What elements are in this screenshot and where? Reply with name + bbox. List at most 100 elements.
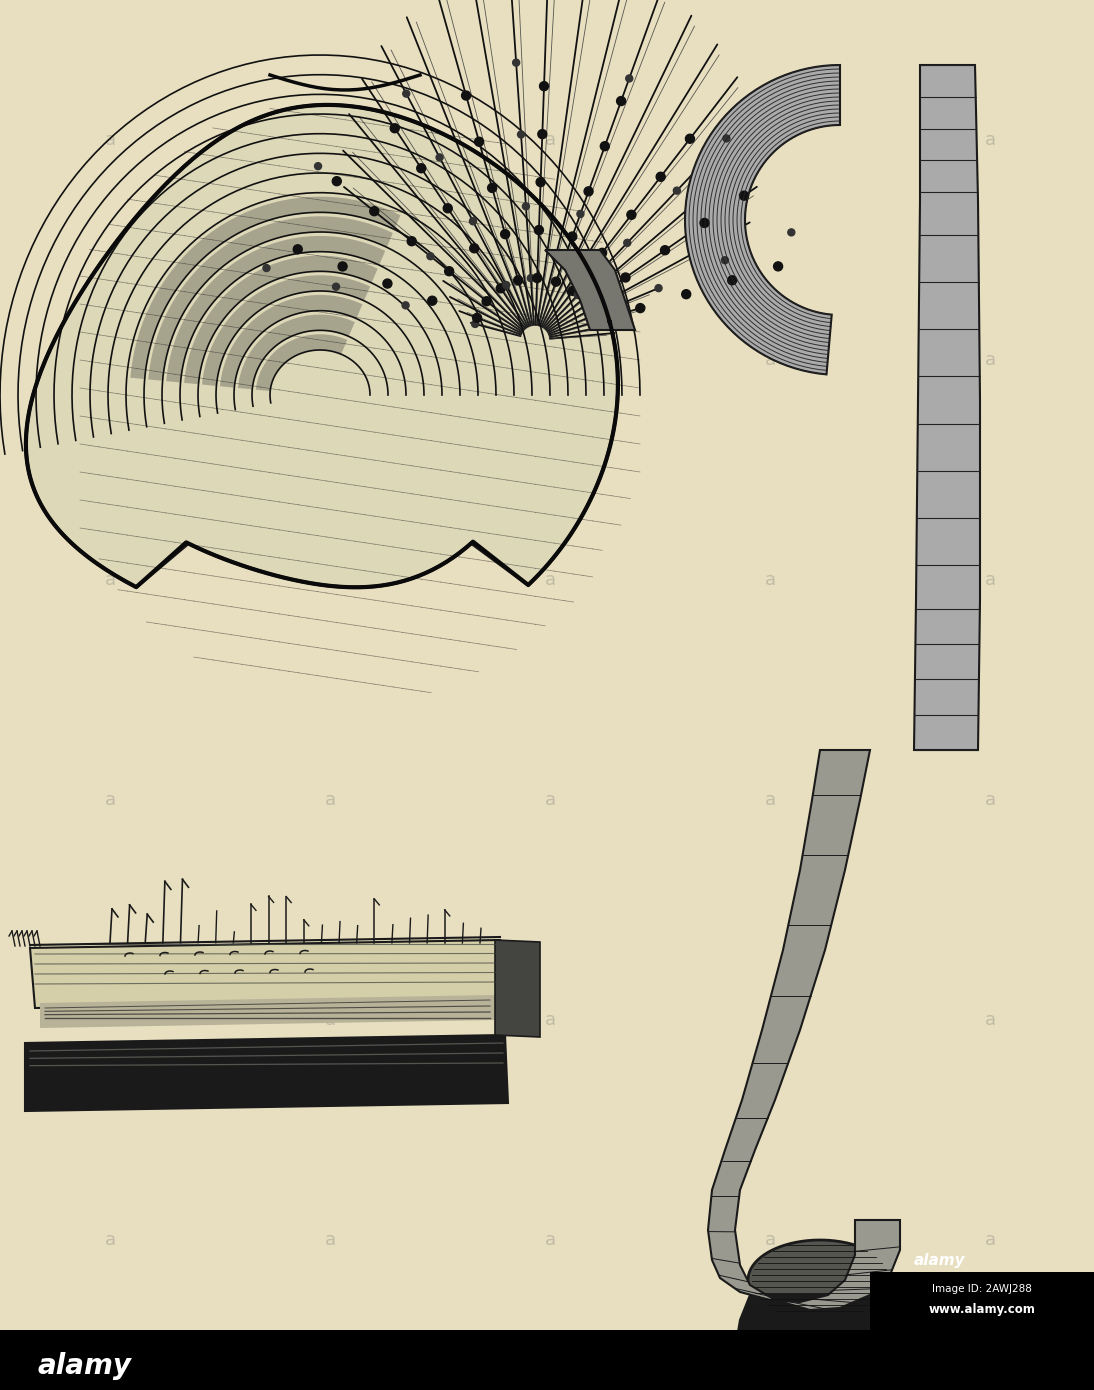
Circle shape	[539, 82, 548, 90]
Polygon shape	[25, 1036, 508, 1111]
Polygon shape	[202, 275, 370, 386]
Circle shape	[370, 207, 379, 215]
Circle shape	[582, 300, 591, 309]
Circle shape	[538, 129, 547, 139]
Text: a: a	[545, 1011, 556, 1029]
Polygon shape	[184, 256, 377, 384]
Text: a: a	[765, 352, 776, 368]
Circle shape	[601, 142, 609, 150]
Circle shape	[627, 210, 636, 220]
Text: a: a	[985, 352, 996, 368]
Text: a: a	[104, 131, 116, 149]
Circle shape	[403, 302, 409, 309]
Polygon shape	[913, 65, 980, 751]
Text: a: a	[325, 1232, 336, 1250]
Text: a: a	[765, 1011, 776, 1029]
Text: a: a	[765, 1232, 776, 1250]
Circle shape	[597, 249, 606, 257]
Polygon shape	[40, 995, 494, 1029]
Circle shape	[589, 313, 595, 320]
Circle shape	[568, 232, 577, 240]
Circle shape	[527, 275, 534, 282]
Circle shape	[536, 178, 545, 186]
Circle shape	[503, 282, 510, 289]
Text: a: a	[985, 791, 996, 809]
Circle shape	[523, 203, 529, 210]
Polygon shape	[166, 236, 385, 382]
FancyBboxPatch shape	[870, 1272, 1094, 1330]
Text: a: a	[545, 131, 556, 149]
Polygon shape	[130, 196, 400, 379]
Polygon shape	[708, 751, 900, 1309]
Text: www.alamy.com: www.alamy.com	[929, 1304, 1035, 1316]
Text: Image ID: 2AWJ288: Image ID: 2AWJ288	[932, 1284, 1032, 1294]
Circle shape	[534, 225, 544, 235]
Circle shape	[721, 257, 729, 264]
Circle shape	[624, 239, 631, 246]
Circle shape	[584, 186, 593, 196]
Circle shape	[475, 138, 484, 146]
Circle shape	[391, 124, 399, 132]
Circle shape	[293, 245, 302, 254]
Polygon shape	[149, 217, 393, 381]
Circle shape	[621, 272, 630, 282]
Circle shape	[514, 275, 523, 285]
Circle shape	[333, 284, 339, 291]
Polygon shape	[685, 65, 840, 374]
Circle shape	[517, 131, 524, 138]
Circle shape	[568, 286, 578, 295]
Circle shape	[590, 317, 598, 327]
Polygon shape	[735, 1295, 905, 1359]
Text: a: a	[545, 571, 556, 589]
Circle shape	[338, 261, 347, 271]
Circle shape	[462, 90, 470, 100]
Text: a: a	[985, 1232, 996, 1250]
Text: a: a	[765, 791, 776, 809]
Text: a: a	[325, 791, 336, 809]
Polygon shape	[256, 334, 347, 391]
Text: a: a	[545, 352, 556, 368]
Text: a: a	[545, 791, 556, 809]
Circle shape	[428, 296, 437, 306]
Circle shape	[482, 296, 491, 306]
Circle shape	[443, 204, 452, 213]
Circle shape	[673, 188, 680, 195]
Text: a: a	[985, 1011, 996, 1029]
Text: a: a	[765, 131, 776, 149]
Text: alamy: alamy	[915, 1252, 966, 1268]
Circle shape	[263, 264, 270, 271]
Circle shape	[577, 210, 584, 217]
Circle shape	[403, 90, 410, 97]
Circle shape	[333, 177, 341, 186]
Circle shape	[513, 60, 520, 67]
Circle shape	[315, 163, 322, 170]
Text: a: a	[104, 352, 116, 368]
Circle shape	[574, 292, 581, 299]
Circle shape	[383, 279, 392, 288]
Circle shape	[469, 243, 479, 253]
Circle shape	[656, 172, 665, 181]
Circle shape	[655, 285, 662, 292]
Circle shape	[740, 192, 748, 200]
Circle shape	[700, 218, 709, 228]
Circle shape	[473, 313, 481, 322]
Text: a: a	[104, 571, 116, 589]
Text: a: a	[104, 1011, 116, 1029]
Circle shape	[501, 229, 510, 239]
Text: a: a	[545, 1232, 556, 1250]
Circle shape	[626, 75, 632, 82]
FancyBboxPatch shape	[0, 1330, 1094, 1390]
Circle shape	[417, 164, 426, 172]
Circle shape	[497, 284, 505, 293]
Circle shape	[533, 274, 542, 282]
Text: a: a	[325, 352, 336, 368]
Circle shape	[788, 229, 795, 236]
Circle shape	[723, 135, 730, 142]
Circle shape	[472, 321, 478, 328]
Circle shape	[488, 183, 497, 192]
Polygon shape	[30, 940, 500, 1008]
Text: a: a	[104, 1232, 116, 1250]
Text: a: a	[104, 791, 116, 809]
Circle shape	[636, 303, 644, 313]
Circle shape	[551, 277, 560, 286]
